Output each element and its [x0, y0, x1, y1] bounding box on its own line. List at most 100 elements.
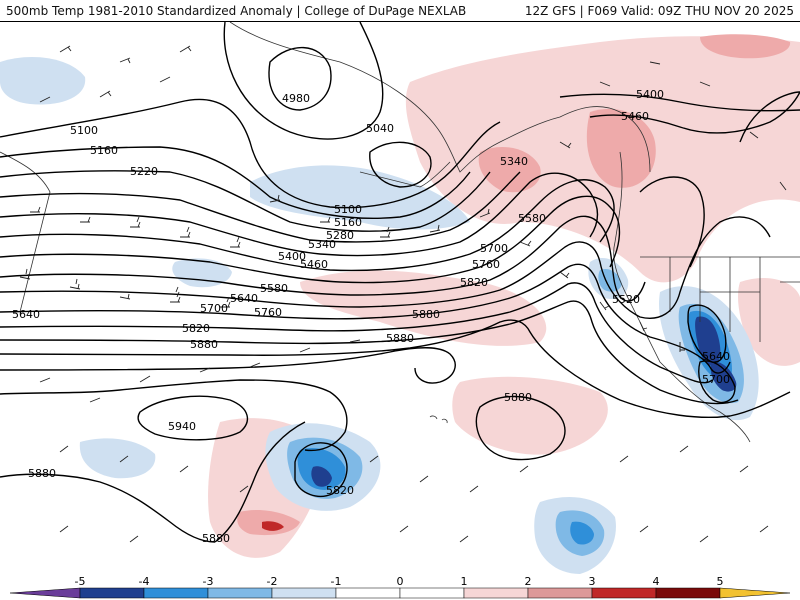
- wind-barb: [19, 268, 231, 308]
- colorbar-seg: [143, 587, 209, 599]
- legend-tick: -5: [75, 576, 86, 588]
- wind-barb: [39, 45, 192, 103]
- colorbar-seg: [463, 587, 529, 599]
- anomaly-pos2-gulf: [478, 147, 541, 193]
- coast-alaska: [229, 22, 651, 173]
- contour-line-5760: [0, 300, 739, 405]
- contour-line-5460b: [589, 91, 800, 134]
- contour-label: 5880: [202, 532, 230, 545]
- contour-label: 5880: [190, 338, 218, 351]
- contour-line-5220: [0, 170, 491, 232]
- contour-line-5700b: [698, 360, 736, 404]
- contour-line-5580b: [739, 91, 800, 143]
- contour-line-5820b: [294, 442, 348, 498]
- border-states-1: [669, 257, 800, 342]
- contour-line-5520: [0, 215, 646, 302]
- contour-label: 5640: [702, 350, 730, 363]
- contour-label: 5100: [70, 124, 98, 137]
- anomaly-neg1-west: [79, 438, 156, 479]
- anomaly-pos1-subtropic: [452, 376, 608, 455]
- legend-ticks: -5 -4 -3 -2 -1 0 1 2 3 4 5: [75, 576, 724, 588]
- height-contours: [0, 22, 800, 543]
- contour-label: 5700: [702, 373, 730, 386]
- wind-barb: [39, 339, 361, 403]
- weather-map[interactable]: 4980 5040 5100 5100 5160 5160 5220 5280 …: [0, 22, 800, 576]
- contour-label: 5700: [480, 242, 508, 255]
- contour-line-5580: [0, 216, 771, 319]
- legend-tick: 4: [653, 576, 660, 588]
- contour-line-4980: [268, 46, 332, 111]
- contour-line-5880c: [475, 395, 566, 461]
- contour-labels: 4980 5040 5100 5100 5160 5160 5220 5280 …: [12, 88, 730, 545]
- contour-label: 5460: [300, 258, 328, 271]
- legend-tick: -1: [331, 576, 342, 588]
- contour-line-5520b: [639, 176, 705, 268]
- contour-label: 5040: [366, 122, 394, 135]
- contour-line-5040: [223, 22, 384, 140]
- contour-label: 5400: [636, 88, 664, 101]
- contour-label: 5100: [334, 203, 362, 216]
- contour-line-5280: [0, 171, 521, 243]
- run-info: 12Z GFS | F069 Valid: 09Z THU NOV 20 202…: [524, 4, 794, 18]
- contour-label: 5400: [278, 250, 306, 263]
- contour-line-5340: [0, 172, 599, 257]
- contour-label: 4980: [282, 92, 310, 105]
- map-title: 500mb Temp 1981-2010 Standardized Anomal…: [6, 4, 467, 18]
- legend-tick: 5: [717, 576, 724, 588]
- legend-colorbar: [9, 587, 791, 599]
- contour-line-5040b: [369, 141, 432, 188]
- contour-line-5880e: [214, 421, 306, 543]
- anomaly-neg4-west-us-2: [710, 361, 737, 392]
- contour-label: 5580: [260, 282, 288, 295]
- wind-barb: [519, 240, 685, 352]
- contour-label: 5820: [182, 322, 210, 335]
- contour-label: 5520: [612, 293, 640, 306]
- contour-label: 5220: [130, 165, 158, 178]
- contour-line-5880: [0, 347, 456, 384]
- contour-label: 5640: [12, 308, 40, 321]
- contour-label: 5940: [168, 420, 196, 433]
- contour-line-5820: [0, 319, 791, 418]
- anomaly-neg1-northwest: [0, 57, 86, 105]
- colorbar-seg: [591, 587, 657, 599]
- coast-west-us: [629, 301, 751, 443]
- anomaly-pos2-northeast: [700, 34, 791, 59]
- header-bar: 500mb Temp 1981-2010 Standardized Anomal…: [0, 0, 800, 22]
- anomaly-neg4-hawaii: [311, 466, 332, 487]
- contour-label: 5700: [200, 302, 228, 315]
- anomaly-pos1-east: [737, 277, 800, 366]
- colorbar-seg: [335, 587, 401, 599]
- contour-label: 5280: [326, 229, 354, 242]
- contour-label: 5880: [504, 391, 532, 404]
- coast-asia: [0, 151, 51, 313]
- contour-label: 5340: [308, 238, 336, 251]
- coastlines: [0, 22, 800, 443]
- contour-line-5940: [137, 395, 249, 441]
- colorbar-seg: [271, 587, 337, 599]
- anomaly-pos4-south: [262, 521, 284, 531]
- contour-label: 5820: [326, 484, 354, 497]
- contour-label: 5160: [334, 216, 362, 229]
- colorbar-seg: [399, 587, 465, 599]
- contour-line-5100: [0, 98, 501, 209]
- coast-hawaii: [429, 415, 448, 424]
- wind-barb: [59, 525, 769, 543]
- contour-label: 5880: [412, 308, 440, 321]
- anomaly-neg3-south: [570, 521, 594, 545]
- coast-bc: [613, 151, 631, 303]
- contour-line-5400b: [559, 93, 800, 112]
- legend-tick: 1: [461, 576, 468, 588]
- contour-line-5640: [0, 263, 731, 374]
- contour-label: 5820: [460, 276, 488, 289]
- colorbar-arrow-right: [719, 587, 791, 599]
- wind-barb: [559, 61, 787, 191]
- wind-barb: [59, 445, 749, 493]
- contour-label: 5340: [500, 155, 528, 168]
- colorbar-seg: [527, 587, 593, 599]
- contour-label: 5880: [28, 467, 56, 480]
- colorbar-seg: [655, 587, 721, 599]
- wind-barb: [269, 194, 491, 238]
- contour-line-5880d: [0, 473, 216, 543]
- contour-line-5460: [0, 195, 621, 284]
- contour-line-5880b: [0, 379, 348, 452]
